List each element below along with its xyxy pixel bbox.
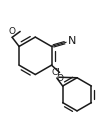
Text: O: O (9, 27, 16, 36)
Text: Cl: Cl (52, 68, 61, 77)
Text: N: N (68, 36, 76, 46)
Text: O: O (57, 74, 64, 83)
